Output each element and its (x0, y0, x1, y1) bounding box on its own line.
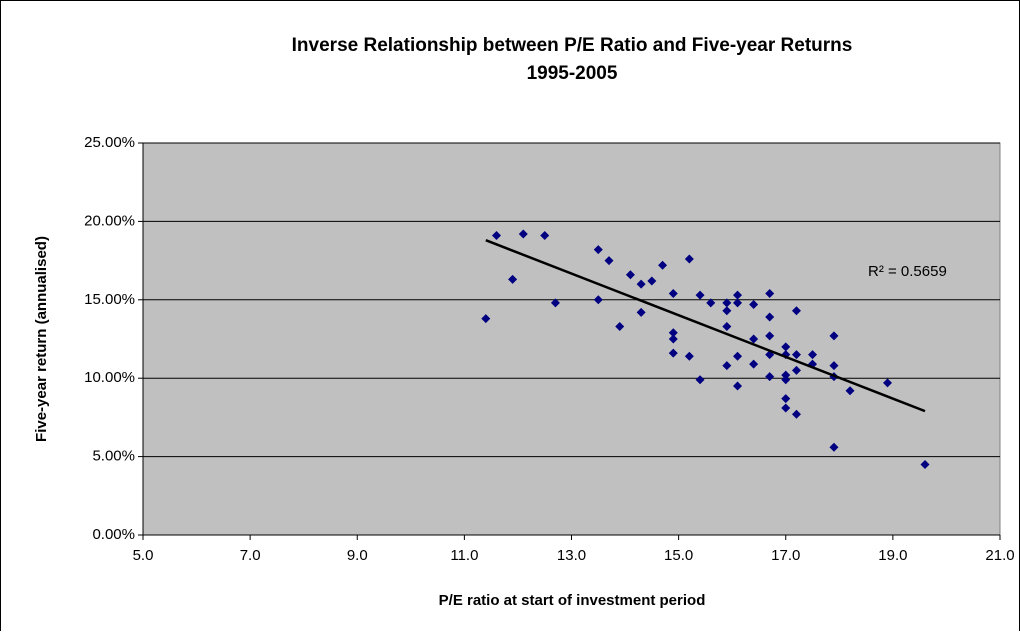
x-tick-label: 9.0 (347, 547, 368, 564)
point (845, 386, 855, 396)
point (749, 334, 759, 344)
r-squared: R² = 0.5659 (868, 263, 947, 280)
point (765, 289, 775, 299)
x-tick-label: 5.0 (133, 547, 154, 564)
y-tick-label: 10.00% (84, 369, 135, 386)
point (668, 334, 678, 344)
trendline (485, 239, 926, 413)
point (765, 312, 775, 322)
point (733, 290, 743, 300)
point (684, 254, 694, 264)
y-tick-label: 0.00% (92, 526, 135, 543)
point (920, 459, 930, 469)
point (733, 351, 743, 361)
point (765, 372, 775, 382)
point (695, 375, 705, 385)
point (668, 328, 678, 338)
point (765, 331, 775, 341)
point (733, 381, 743, 391)
plot-area (142, 142, 1001, 536)
point (668, 348, 678, 358)
y-tick-label: 20.00% (84, 212, 135, 229)
y-tick-label: 5.00% (92, 448, 135, 465)
point (540, 231, 550, 241)
point (604, 256, 614, 266)
point (791, 365, 801, 375)
point (791, 409, 801, 419)
point (625, 270, 635, 280)
point (749, 300, 759, 310)
x-tick-label: 13.0 (557, 547, 586, 564)
x-tick-label: 21.0 (985, 547, 1014, 564)
point (722, 321, 732, 331)
point (829, 442, 839, 452)
point (749, 359, 759, 369)
point (492, 231, 502, 241)
x-axis-label: P/E ratio at start of investment period (439, 592, 706, 609)
point (781, 394, 791, 404)
x-tick-label: 19.0 (878, 547, 907, 564)
point (733, 298, 743, 308)
point (695, 290, 705, 300)
chart-subtitle: 1995-2005 (527, 63, 618, 84)
point (706, 298, 716, 308)
point (829, 361, 839, 371)
x-tick-label: 7.0 (240, 547, 261, 564)
point (615, 321, 625, 331)
point (829, 331, 839, 341)
y-axis-label: Five-year return (annualised) (33, 236, 50, 442)
point (658, 260, 668, 270)
point (883, 378, 893, 388)
x-tick-label: 11.0 (450, 547, 478, 564)
point (781, 403, 791, 413)
point (722, 306, 732, 316)
x-tick-label: 15.0 (664, 547, 693, 564)
point (647, 276, 657, 286)
point (508, 274, 518, 284)
point (791, 306, 801, 316)
point (722, 298, 732, 308)
point (781, 370, 791, 380)
point (668, 289, 678, 299)
y-tick-label: 25.00% (84, 134, 135, 151)
point (481, 314, 491, 324)
point (781, 375, 791, 385)
x-tick-label: 17.0 (771, 547, 800, 564)
point (808, 350, 818, 360)
point (684, 351, 694, 361)
chart-title: Inverse Relationship between P/E Ratio a… (292, 35, 853, 56)
point (593, 245, 603, 255)
point (593, 295, 603, 305)
point (550, 298, 560, 308)
point (636, 279, 646, 289)
point (781, 342, 791, 352)
y-tick-label: 15.00% (84, 291, 135, 308)
point (636, 307, 646, 317)
point (722, 361, 732, 371)
point (791, 350, 801, 360)
point (518, 229, 528, 239)
